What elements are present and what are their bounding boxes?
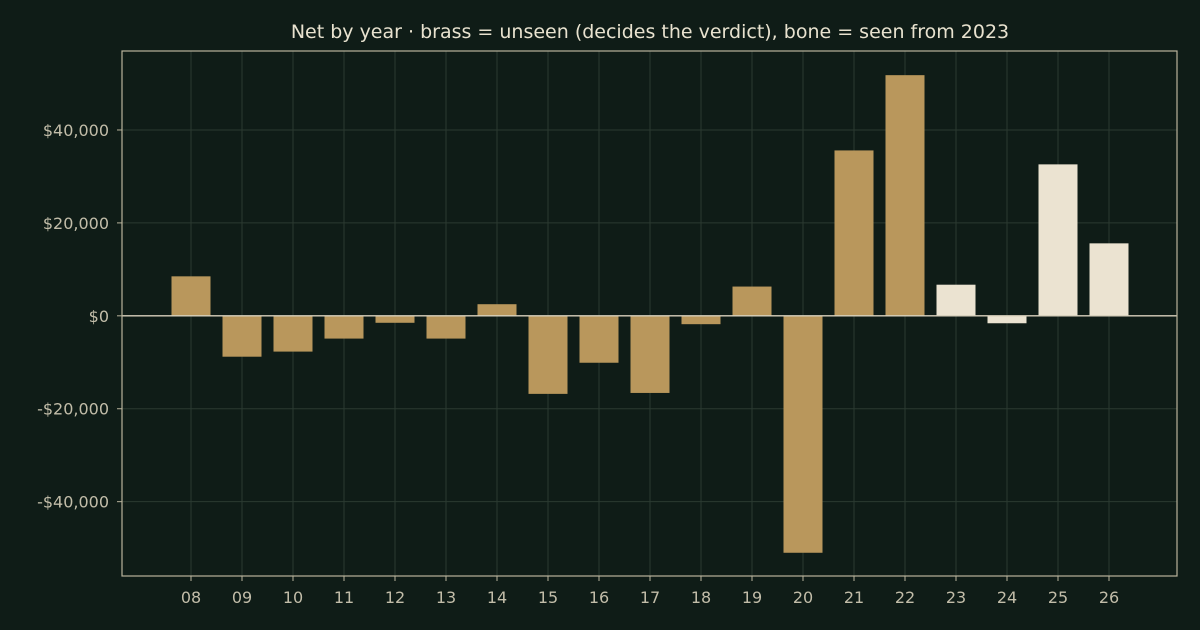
- chart-title: Net by year · brass = unseen (decides th…: [291, 21, 1009, 43]
- x-tick-label: 26: [1099, 588, 1119, 607]
- x-tick-label: 17: [640, 588, 660, 607]
- x-tick-label: 10: [283, 588, 303, 607]
- bar-11-unseen: [324, 315, 364, 339]
- bar-18-unseen: [681, 315, 721, 325]
- x-tick-label: 16: [589, 588, 609, 607]
- y-tick-label: $40,000: [43, 121, 109, 140]
- x-tick-label: 20: [793, 588, 813, 607]
- bar-17-unseen: [630, 315, 670, 393]
- x-tick-label: 18: [691, 588, 711, 607]
- x-tick-label: 13: [436, 588, 456, 607]
- x-tick-label: 08: [181, 588, 201, 607]
- x-tick-label: 14: [487, 588, 507, 607]
- y-tick-label: -$40,000: [37, 493, 109, 512]
- x-axis-ticks: 08 09 10 11 12 13 14 15 16 17 18 19 20 21 22 23 24 25 26: [181, 576, 1119, 607]
- x-tick-label: 19: [742, 588, 762, 607]
- bar-19-unseen: [732, 286, 772, 316]
- bar-12-unseen: [375, 315, 415, 323]
- y-tick-label: -$20,000: [37, 400, 109, 419]
- bar-14-unseen: [477, 304, 517, 316]
- x-tick-label: 21: [844, 588, 864, 607]
- x-tick-label: 12: [385, 588, 405, 607]
- y-axis-ticks: -$40,000 -$20,000 $0 $20,000 $40,000: [37, 121, 122, 512]
- y-tick-label: $20,000: [43, 214, 109, 233]
- bar-15-unseen: [528, 315, 568, 394]
- bar-16-unseen: [579, 315, 619, 363]
- bar-20-unseen: [783, 315, 823, 553]
- bar-23-seen: [936, 284, 976, 316]
- x-tick-label: 25: [1048, 588, 1068, 607]
- bar-09-unseen: [222, 315, 262, 357]
- bar-13-unseen: [426, 315, 466, 339]
- bar-25-seen: [1038, 164, 1078, 316]
- bar-layer: [171, 75, 1129, 553]
- x-tick-label: 15: [538, 588, 558, 607]
- bar-26-seen: [1089, 243, 1129, 316]
- x-tick-label: 22: [895, 588, 915, 607]
- x-tick-label: 23: [946, 588, 966, 607]
- x-tick-label: 11: [334, 588, 354, 607]
- bar-08-unseen: [171, 276, 211, 316]
- bar-22-unseen: [885, 75, 925, 316]
- y-tick-label: $0: [89, 307, 109, 326]
- x-tick-label: 09: [232, 588, 252, 607]
- bar-10-unseen: [273, 315, 313, 352]
- x-tick-label: 24: [997, 588, 1017, 607]
- bar-24-seen: [987, 315, 1027, 324]
- bar-21-unseen: [834, 150, 874, 316]
